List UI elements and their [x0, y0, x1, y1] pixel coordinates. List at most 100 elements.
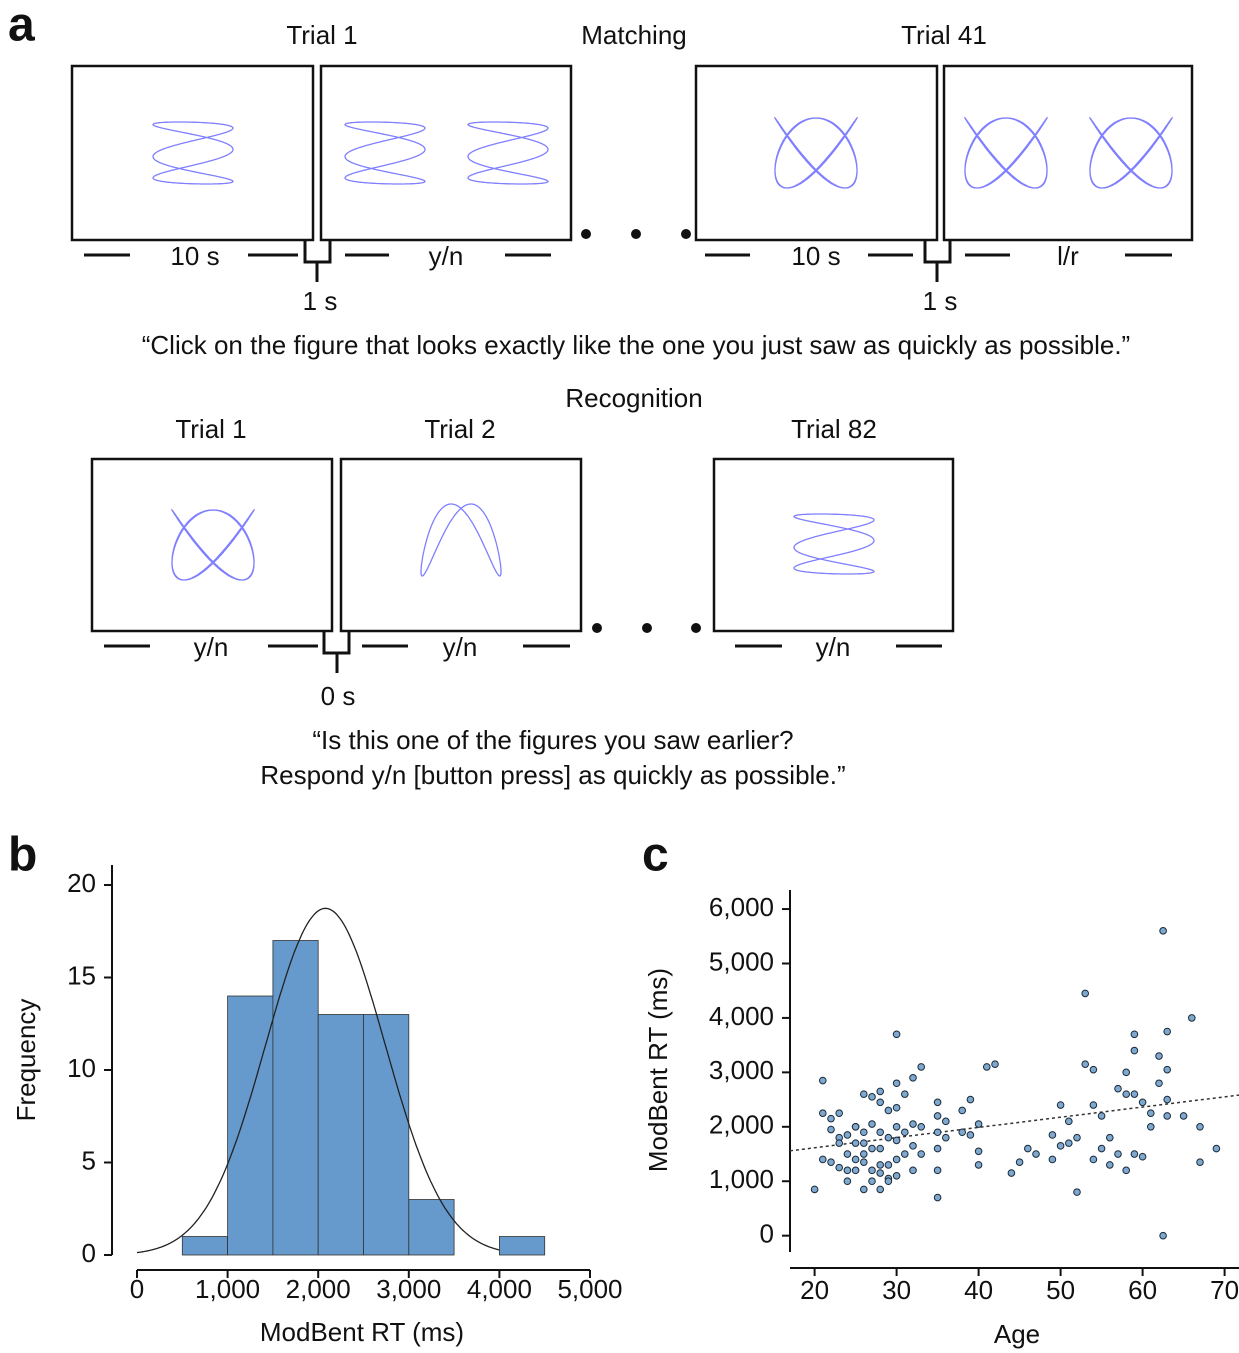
lissajous — [171, 508, 255, 581]
point — [1179, 1112, 1188, 1120]
point — [1089, 1155, 1098, 1164]
bar — [181, 1236, 229, 1256]
point — [819, 1076, 827, 1085]
x-tick-label: 20 — [800, 1275, 829, 1305]
duration-label: y/n — [194, 632, 229, 662]
y-tick-label: 2,000 — [709, 1110, 774, 1140]
point — [868, 1166, 876, 1175]
lissajous — [344, 121, 426, 185]
point — [884, 1177, 893, 1186]
point — [933, 1144, 942, 1153]
trial-label: Trial 1 — [175, 414, 246, 444]
x-tick-label: 0 — [130, 1274, 144, 1304]
x-axis-label: ModBent RT (ms) — [260, 1317, 464, 1347]
point — [876, 1185, 885, 1194]
gap-label: 0 s — [321, 681, 356, 711]
point — [1081, 1060, 1089, 1068]
point — [901, 1128, 909, 1137]
x-tick-label: 40 — [964, 1275, 993, 1305]
point — [1007, 1169, 1016, 1177]
point — [1015, 1158, 1024, 1166]
point — [810, 1185, 819, 1194]
point — [1073, 1188, 1081, 1196]
instruction: “Click on the figure that looks exactly … — [142, 330, 1130, 360]
point — [860, 1090, 868, 1098]
point — [933, 1098, 942, 1107]
point — [1048, 1131, 1057, 1139]
section-title: Recognition — [565, 383, 702, 413]
duration-label: y/n — [443, 632, 478, 662]
trial-label: Trial 82 — [791, 414, 877, 444]
point — [868, 1144, 876, 1153]
timeline — [104, 631, 942, 673]
point — [991, 1060, 999, 1068]
point — [917, 1122, 926, 1131]
x-tick-label: 60 — [1128, 1275, 1157, 1305]
point — [1188, 1014, 1196, 1022]
point — [958, 1128, 967, 1137]
point — [909, 1142, 917, 1150]
point — [1089, 1101, 1098, 1109]
point — [1122, 1090, 1130, 1098]
lissajous — [152, 121, 234, 185]
point — [892, 1171, 901, 1180]
y-tick-label: 6,000 — [709, 892, 774, 922]
x-axis-label: Age — [994, 1319, 1040, 1349]
point — [868, 1177, 876, 1186]
point — [884, 1133, 893, 1142]
point — [1163, 1065, 1171, 1074]
point — [1159, 1231, 1167, 1240]
point — [843, 1166, 852, 1175]
lissajous — [1089, 116, 1173, 189]
screen — [70, 64, 315, 242]
point — [1196, 1158, 1204, 1166]
point — [876, 1128, 885, 1137]
x-tick-label: 30 — [882, 1275, 911, 1305]
point — [1130, 1090, 1139, 1098]
point — [827, 1158, 835, 1166]
point — [942, 1117, 950, 1126]
fit-curve — [136, 907, 500, 1254]
point — [1138, 1152, 1147, 1161]
lissajous — [467, 121, 549, 185]
point — [909, 1166, 917, 1175]
point — [901, 1150, 909, 1158]
point — [876, 1098, 885, 1107]
x-tick-label: 50 — [1046, 1275, 1075, 1305]
point — [909, 1120, 917, 1128]
point — [843, 1177, 852, 1186]
point — [966, 1095, 975, 1104]
point — [843, 1131, 852, 1139]
point — [1155, 1079, 1163, 1088]
y-axis-label: ModBent RT (ms) — [643, 968, 673, 1172]
point — [1097, 1112, 1106, 1120]
point — [819, 1109, 827, 1117]
point — [876, 1087, 885, 1096]
point — [983, 1063, 991, 1071]
point — [860, 1139, 868, 1147]
lissajous — [420, 503, 502, 577]
point — [835, 1109, 844, 1117]
point — [1048, 1155, 1057, 1164]
point — [1122, 1068, 1130, 1077]
screen — [90, 457, 334, 633]
point — [1089, 1065, 1098, 1074]
duration-label: y/n — [429, 241, 464, 271]
point — [892, 1122, 901, 1131]
point — [1147, 1109, 1155, 1117]
lissajous — [774, 116, 858, 189]
screen — [712, 457, 955, 633]
point — [933, 1112, 942, 1120]
x-tick-label: 3,000 — [376, 1274, 441, 1304]
point — [1130, 1150, 1139, 1158]
point — [884, 1161, 893, 1169]
screen — [339, 457, 583, 633]
x-tick-label: 4,000 — [467, 1274, 532, 1304]
point — [860, 1150, 868, 1158]
point — [892, 1155, 901, 1164]
y-tick-label: 1,000 — [709, 1164, 774, 1194]
point — [851, 1139, 860, 1147]
point — [827, 1125, 835, 1134]
y-tick-label: 15 — [67, 960, 96, 990]
